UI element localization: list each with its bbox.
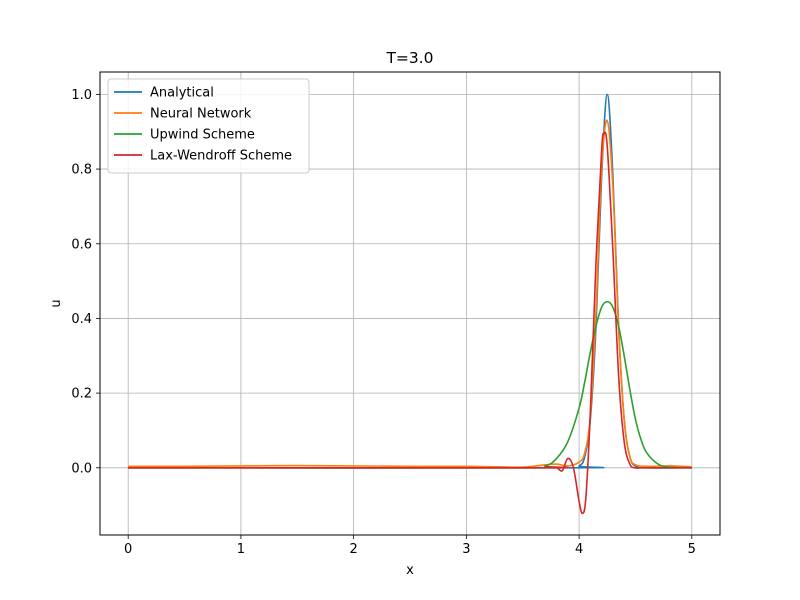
series-line-neural-network <box>128 119 692 468</box>
y-tick-label: 0.6 <box>71 237 92 252</box>
y-tick-label: 1.0 <box>71 88 92 103</box>
y-tick-label: 0.0 <box>71 461 92 476</box>
plot-frame <box>99 71 721 536</box>
x-tick-label: 4 <box>575 542 583 557</box>
x-tick-label: 5 <box>688 542 696 557</box>
legend-label-analytical: Analytical <box>150 86 214 101</box>
grid-lines <box>100 72 720 535</box>
series-lines <box>128 93 692 515</box>
chart-title: T=3.0 <box>385 49 433 67</box>
y-tick-label: 0.4 <box>71 312 92 327</box>
y-tick-label: 0.2 <box>71 387 92 402</box>
x-tick-label: 1 <box>237 542 245 557</box>
legend: Analytical Neural Network Upwind Scheme Lax… <box>107 78 310 174</box>
series-line-upwind-scheme <box>128 300 692 469</box>
y-axis-label: u <box>49 299 64 307</box>
x-tick-label: 3 <box>462 542 470 557</box>
legend-label-upwind-scheme: Upwind Scheme <box>150 128 255 143</box>
x-axis-ticks: 0 1 2 3 4 5 <box>124 535 696 557</box>
legend-label-neural-network: Neural Network <box>150 107 252 122</box>
series-line-lax-wendroff-scheme <box>128 131 692 515</box>
x-tick-label: 2 <box>349 542 357 557</box>
x-tick-label: 0 <box>124 542 132 557</box>
y-tick-label: 0.8 <box>71 163 92 178</box>
x-axis-label: x <box>406 563 414 578</box>
legend-box <box>107 78 310 174</box>
legend-label-lax-wendroff-scheme: Lax-Wendroff Scheme <box>150 149 292 164</box>
y-axis-ticks: 0.0 0.2 0.4 0.6 0.8 1.0 <box>71 88 100 476</box>
